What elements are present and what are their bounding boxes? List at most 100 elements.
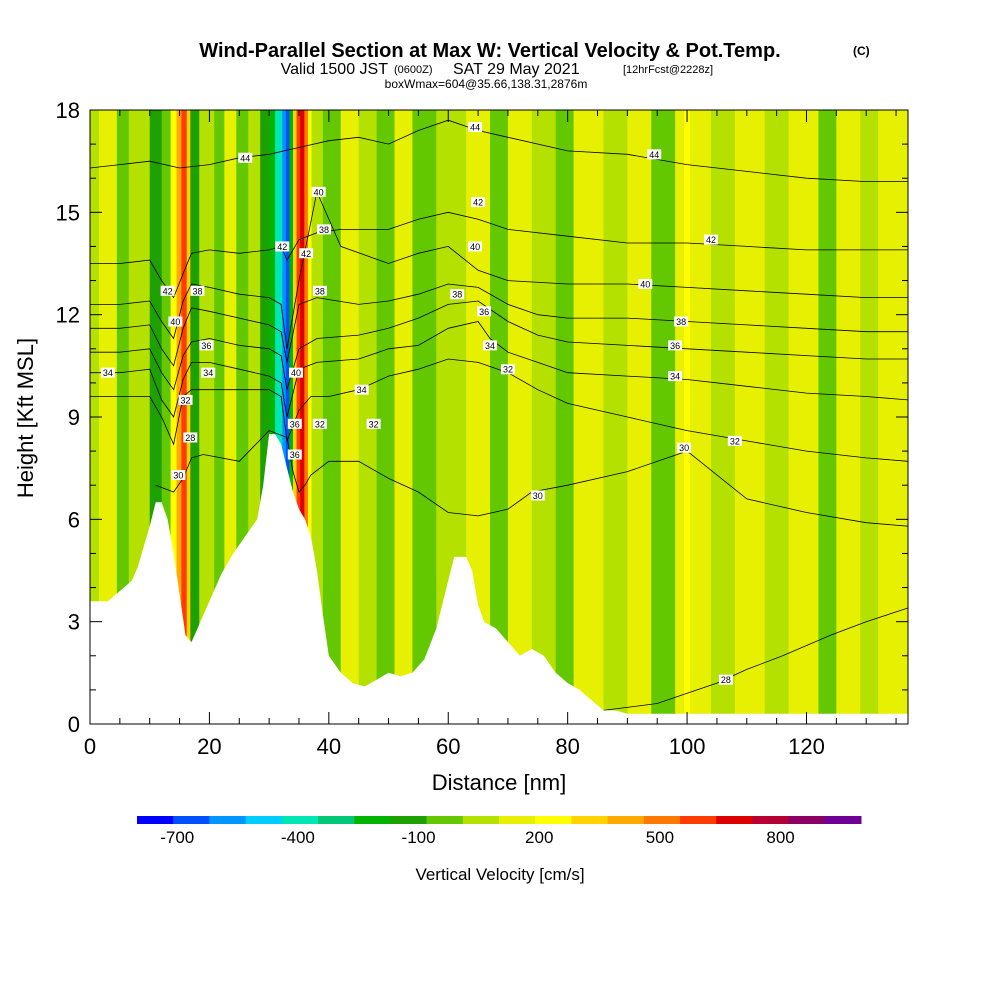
isentrope-42	[90, 211, 908, 299]
contour-label-text: 36	[290, 450, 300, 460]
colorbar-swatch-16	[716, 816, 753, 824]
velocity-band-52	[836, 110, 861, 724]
colorbar-swatch-7	[390, 816, 428, 824]
contour-label-text: 38	[676, 317, 686, 327]
contour-label-24: 38	[450, 289, 465, 300]
chart-title: Wind-Parallel Section at Max W: Vertical…	[199, 40, 780, 62]
velocity-band-28	[322, 110, 342, 724]
contour-label-text: 32	[369, 419, 379, 429]
velocity-band-42	[627, 110, 652, 724]
velocity-band-43	[651, 110, 676, 724]
contour-label-5: 36	[199, 340, 214, 351]
colorbar-swatch-11	[535, 816, 572, 824]
colorbar-swatch-19	[824, 816, 862, 824]
velocity-band-29	[340, 110, 360, 724]
contour-label-31: 40	[638, 278, 653, 289]
x-tick-label: 80	[555, 734, 579, 759]
contour-label-text: 38	[315, 286, 325, 296]
contour-label-27: 32	[500, 364, 515, 375]
velocity-band-39	[555, 110, 575, 724]
isentrope-30	[155, 430, 908, 527]
valid-time-zulu: (0600Z)	[394, 64, 433, 76]
colorbar-title: Vertical Velocity [cm/s]	[415, 865, 584, 884]
contour-label-2: 42	[160, 285, 175, 296]
colorbar	[137, 816, 862, 824]
contour-label-26: 34	[483, 340, 498, 351]
contour-label-4: 38	[190, 285, 205, 296]
velocity-band-48	[734, 110, 766, 724]
velocity-band-23	[296, 110, 301, 724]
x-axis-label: Distance [nm]	[432, 770, 567, 795]
contour-label-12: 40	[311, 186, 326, 197]
contour-label-text: 42	[277, 242, 287, 252]
contour-label-text: 42	[706, 235, 716, 245]
velocity-band-25	[304, 110, 309, 724]
velocity-band-20	[285, 110, 291, 724]
contour-label-text: 30	[533, 491, 543, 501]
contour-label-9: 30	[171, 469, 186, 480]
velocity-band-18	[275, 110, 283, 724]
velocity-band-5	[161, 110, 172, 724]
contour-label-text: 42	[163, 286, 173, 296]
x-tick-label: 120	[788, 734, 825, 759]
x-tick-label: 40	[317, 734, 341, 759]
velocity-band-41	[603, 110, 628, 724]
isentrope-38	[90, 283, 908, 367]
copyright-mark: (C)	[853, 44, 870, 58]
velocity-band-8	[181, 110, 188, 724]
colorbar-swatch-6	[354, 816, 391, 824]
y-tick-label: 0	[68, 712, 80, 737]
velocity-band-50	[788, 110, 820, 724]
colorbar-tick-label: -400	[281, 828, 315, 847]
contour-label-11: 42	[299, 248, 314, 259]
contour-label-29: 44	[647, 149, 662, 160]
contour-label-32: 38	[674, 316, 689, 327]
contour-label-6: 34	[201, 367, 216, 378]
contour-label-text: 36	[290, 419, 300, 429]
x-axis: 0 20 40 60 80 100 120	[84, 110, 897, 759]
isentrope-36	[90, 300, 908, 391]
contour-label-37: 28	[718, 674, 733, 685]
y-tick-label: 9	[68, 405, 80, 430]
plot-area: 34 44 42 40 38 36 34 32 28 30 42 42 40 38 38 40 36 36 32 34…	[90, 110, 908, 724]
velocity-band-46	[690, 110, 712, 724]
x-tick-label: 0	[84, 734, 96, 759]
isentrope-32	[90, 358, 908, 462]
colorbar-tick-label: -700	[160, 828, 194, 847]
contour-label-text: 36	[201, 341, 211, 351]
isentrope-44	[90, 119, 908, 182]
velocity-band-53	[860, 110, 879, 724]
velocity-band-21	[289, 110, 294, 724]
colorbar-tick-label: -100	[402, 828, 436, 847]
y-tick-label: 15	[56, 200, 80, 225]
velocity-band-16	[260, 110, 270, 724]
colorbar-swatch-10	[499, 816, 536, 824]
box-wmax-info: boxWmax=604@35.66,138.31,2876m	[385, 77, 588, 91]
contour-label-text: 38	[319, 225, 329, 235]
velocity-band-33	[412, 110, 437, 724]
contour-label-15: 40	[288, 367, 303, 378]
y-tick-label: 6	[68, 507, 80, 532]
contour-label-text: 30	[173, 470, 183, 480]
contour-label-21: 44	[468, 122, 483, 133]
contour-label-10: 42	[275, 241, 290, 252]
contour-label-text: 28	[721, 675, 731, 685]
velocity-band-22	[293, 110, 298, 724]
contour-label-0: 34	[100, 367, 115, 378]
contour-label-text: 40	[314, 187, 324, 197]
contour-label-18: 32	[312, 418, 327, 429]
forecast-tag: [12hrFcst@2228z]	[623, 64, 713, 76]
contour-label-text: 40	[640, 279, 650, 289]
velocity-band-19	[282, 110, 287, 724]
contour-label-16: 36	[287, 418, 302, 429]
contour-label-text: 32	[503, 365, 513, 375]
velocity-band-38	[531, 110, 557, 724]
velocity-band-37	[507, 110, 533, 724]
velocity-band-45	[684, 110, 691, 724]
contour-label-35: 30	[677, 442, 692, 453]
velocity-band-10	[190, 110, 200, 724]
contour-label-text: 44	[240, 153, 250, 163]
x-tick-label: 60	[436, 734, 460, 759]
contour-label-text: 38	[192, 286, 202, 296]
y-tick-label: 12	[56, 303, 80, 328]
